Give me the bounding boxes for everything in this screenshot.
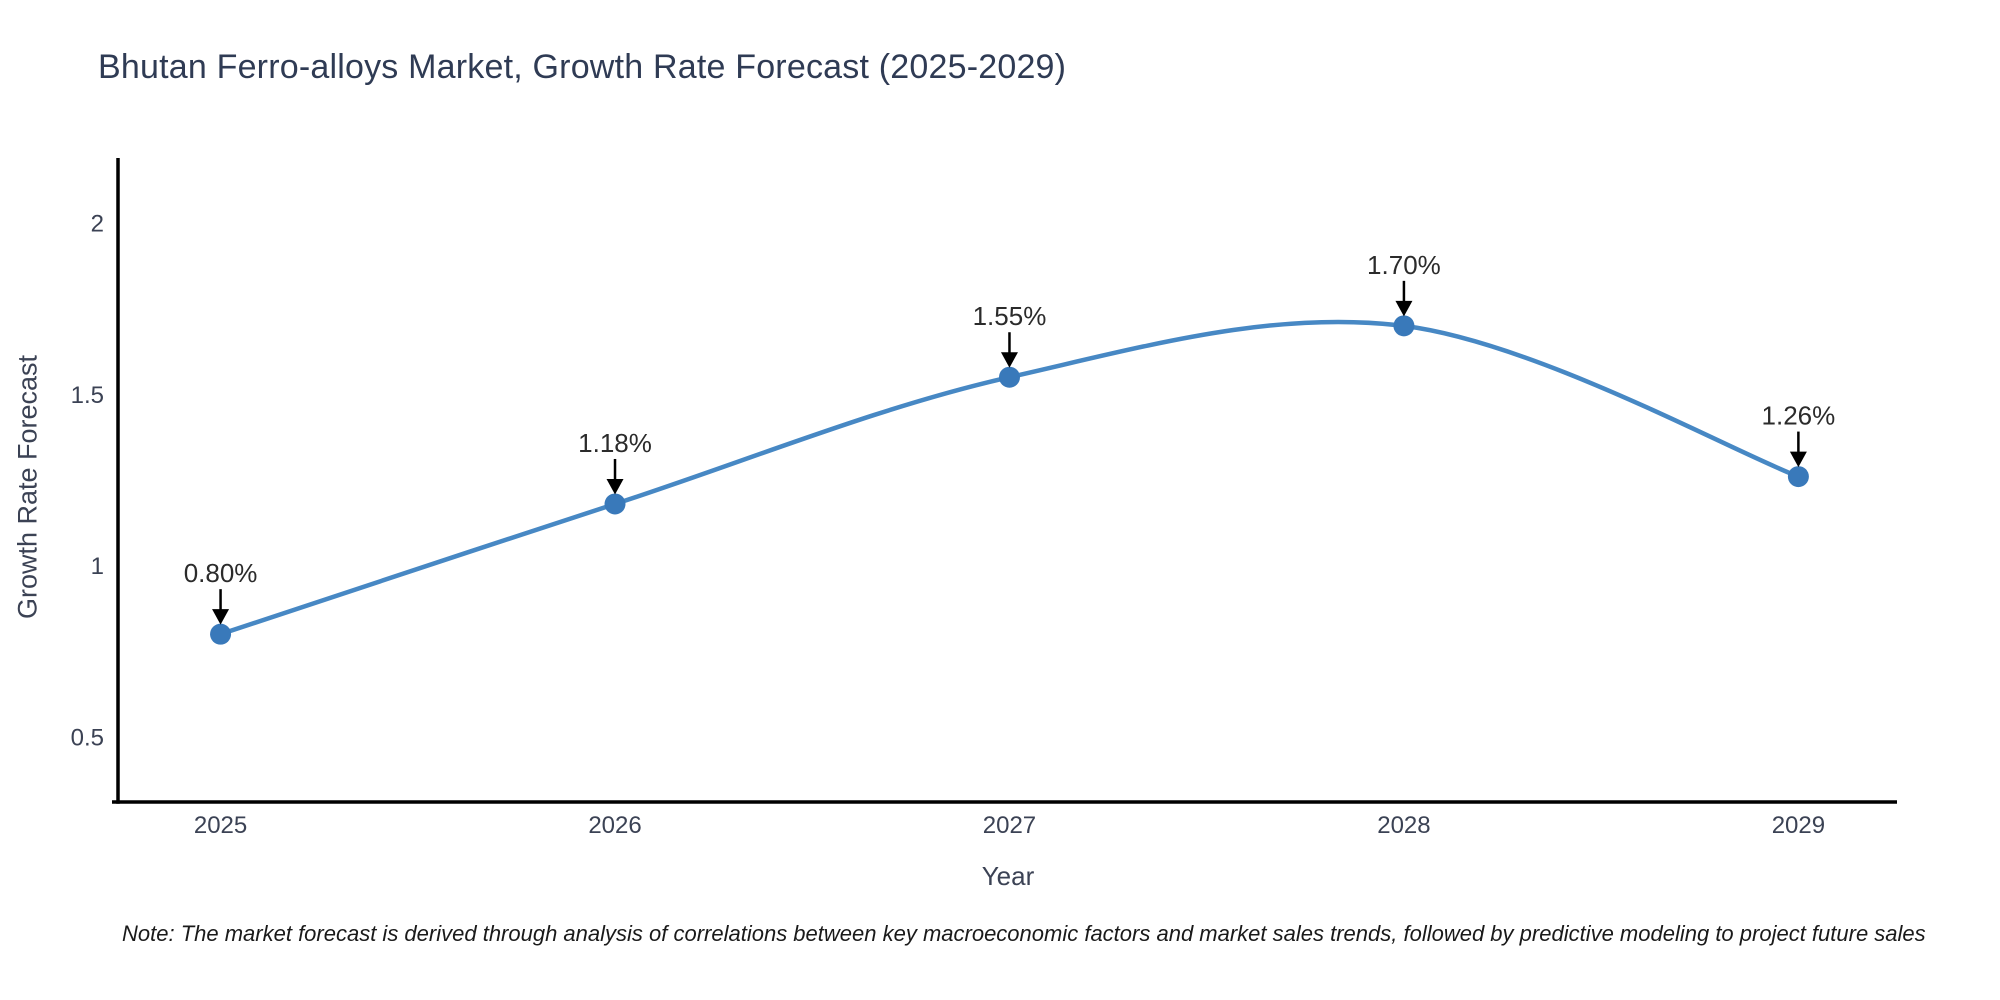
x-tick-label: 2028 xyxy=(1377,812,1430,839)
y-tick-label: 1 xyxy=(91,553,104,580)
annotation-arrow-head xyxy=(1000,352,1018,368)
y-tick-label: 2 xyxy=(91,211,104,238)
x-tick-label: 2026 xyxy=(588,812,641,839)
y-tick-label: 0.5 xyxy=(71,724,104,751)
x-tick-label: 2025 xyxy=(194,812,247,839)
chart-title: Bhutan Ferro-alloys Market, Growth Rate … xyxy=(98,48,1067,86)
data-point xyxy=(998,366,1020,388)
annotation-arrow-head xyxy=(606,478,624,495)
data-point xyxy=(1393,315,1415,337)
y-axis-title: Growth Rate Forecast xyxy=(12,354,43,620)
x-tick-label: 2027 xyxy=(983,812,1036,839)
annotation-label: 1.18% xyxy=(578,428,652,458)
annotation-arrow-head xyxy=(1395,300,1413,317)
annotation-arrow-head xyxy=(1789,451,1807,468)
annotation-arrow-head xyxy=(212,609,230,625)
annotation-label: 1.70% xyxy=(1367,250,1441,280)
data-point xyxy=(604,493,626,515)
annotation-label: 0.80% xyxy=(184,558,258,588)
annotation-label: 1.55% xyxy=(973,301,1047,331)
data-point xyxy=(1787,466,1809,488)
data-point xyxy=(210,623,232,645)
x-axis-title: Year xyxy=(981,861,1035,891)
y-tick-label: 1.5 xyxy=(71,382,104,409)
x-tick-label: 2029 xyxy=(1772,812,1825,839)
annotation-label: 1.26% xyxy=(1762,401,1836,431)
footnote: Note: The market forecast is derived thr… xyxy=(122,921,1926,946)
